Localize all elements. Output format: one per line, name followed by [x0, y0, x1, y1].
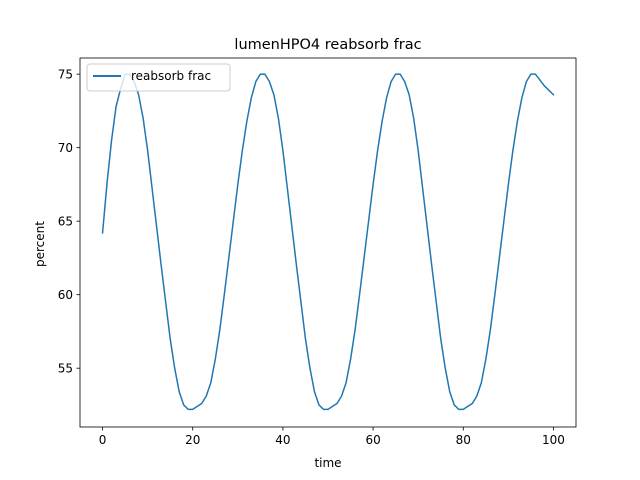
legend-frame	[86, 63, 231, 92]
y-tick-label-60: 60	[58, 288, 73, 302]
y-axis-label: percent	[33, 221, 47, 267]
y-tick-label-55: 55	[58, 362, 73, 376]
legend: reabsorb frac	[86, 63, 231, 92]
x-tick-label-100: 100	[542, 433, 565, 447]
y-tick-label-70: 70	[58, 141, 73, 155]
x-tick-label-40: 40	[275, 433, 290, 447]
x-axis-label: time	[314, 456, 341, 470]
axes-frame	[79, 57, 577, 428]
chart-title: lumenHPO4 reabsorb frac	[234, 37, 421, 53]
x-tick-label-0: 0	[99, 433, 107, 447]
series-line-0	[101, 73, 555, 411]
x-tick-label-80: 80	[456, 433, 471, 447]
x-tick-label-20: 20	[185, 433, 200, 447]
legend-label: reabsorb frac	[131, 69, 211, 83]
y-tick-label-75: 75	[58, 68, 73, 82]
plot-area: 0 20 40 60 80 100 55 60 65 70 75	[58, 57, 577, 447]
y-tick-label-65: 65	[58, 215, 73, 229]
x-tick-label-60: 60	[365, 433, 380, 447]
